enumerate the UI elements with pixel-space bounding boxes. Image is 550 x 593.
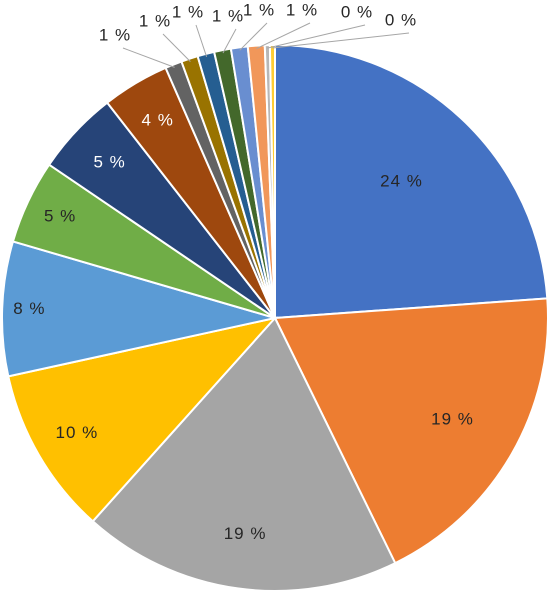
slice-labels: 24 %19 %19 %10 %8 %5 %5 %4 %1 %1 % 1 % 1 %… <box>13 0 474 543</box>
slice-label: 1 % <box>139 11 171 30</box>
pie-slice <box>268 43 276 319</box>
leader-line <box>195 24 208 57</box>
pie-slice <box>91 316 397 592</box>
slice-label: 4 % <box>142 110 174 129</box>
slice-label: 0 % <box>385 10 417 29</box>
slice-label: 19 % <box>431 409 474 428</box>
pie-slice <box>7 316 278 523</box>
slice-label: 5 % <box>44 206 76 225</box>
slice-label: 1 % <box>243 0 275 19</box>
leader-line <box>162 33 191 62</box>
slice-label: 10 % <box>56 423 99 442</box>
pie-slice <box>274 43 549 320</box>
pie-slices <box>1 43 549 592</box>
leader-line <box>272 32 410 49</box>
slice-label: 24 % <box>380 172 423 191</box>
pie-slice <box>1 240 276 378</box>
leader-line <box>122 47 175 68</box>
leader-line <box>267 24 366 49</box>
slice-label: 19 % <box>224 524 267 543</box>
pie-slice <box>273 297 549 565</box>
leader-lines <box>122 22 410 68</box>
slice-label: 1 % <box>172 2 204 21</box>
leader-line <box>239 22 268 51</box>
slice-label: 1 % <box>99 25 131 44</box>
slice-label: 1 % <box>286 0 318 19</box>
leader-line <box>256 22 311 50</box>
slice-label: 8 % <box>13 299 45 318</box>
slice-label: 1 % <box>212 6 244 25</box>
leader-line <box>222 28 237 54</box>
slice-label: 5 % <box>93 153 125 172</box>
slice-label: 0 % <box>341 2 373 21</box>
